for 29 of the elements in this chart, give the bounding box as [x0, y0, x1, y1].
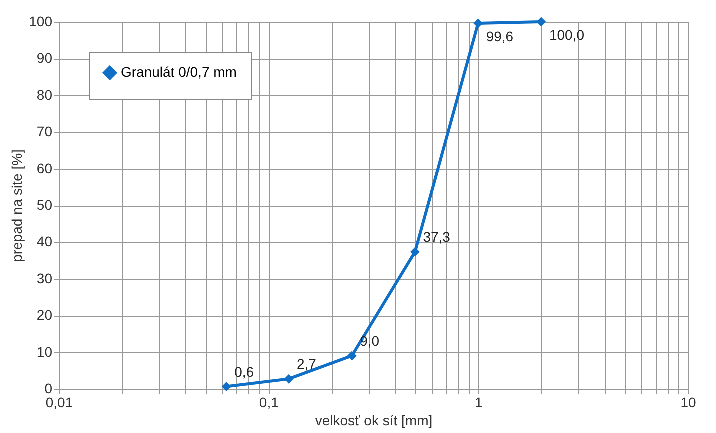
x-tick-label: 10: [680, 394, 696, 410]
y-tick-label: 20: [36, 307, 53, 324]
y-tick-label: 70: [36, 124, 53, 140]
point: [347, 351, 357, 361]
y-tick-label: 60: [36, 160, 53, 176]
y-tick-label: 30: [36, 270, 53, 286]
data-label: 0,6: [234, 364, 254, 380]
point: [410, 247, 420, 257]
x-tick-label: 0,01: [46, 394, 74, 410]
y-tick-label: 90: [36, 50, 53, 66]
data-label: 99,6: [486, 28, 514, 44]
y-tick-label: 80: [36, 86, 53, 103]
x-axis-title: velkosť ok sít [mm]: [315, 412, 433, 428]
x-tick-label: 0,1: [259, 394, 280, 410]
legend-label: Granulát 0/0,7 mm: [121, 64, 237, 80]
x-tick-label: 1: [474, 394, 483, 410]
point: [474, 18, 484, 28]
y-tick-label: 0: [44, 380, 53, 396]
point: [284, 374, 294, 384]
y-tick-label: 100: [29, 14, 53, 30]
point: [222, 382, 232, 392]
y-tick-label: 50: [36, 197, 53, 213]
y-tick-label: 40: [36, 234, 53, 250]
data-label: 2,7: [296, 356, 317, 372]
data-label: 100,0: [549, 27, 585, 43]
data-label: 37,3: [423, 229, 451, 246]
point: [536, 17, 546, 27]
y-axis-title: prepad na site [%]: [9, 150, 26, 262]
y-tick-label: 10: [36, 344, 53, 360]
